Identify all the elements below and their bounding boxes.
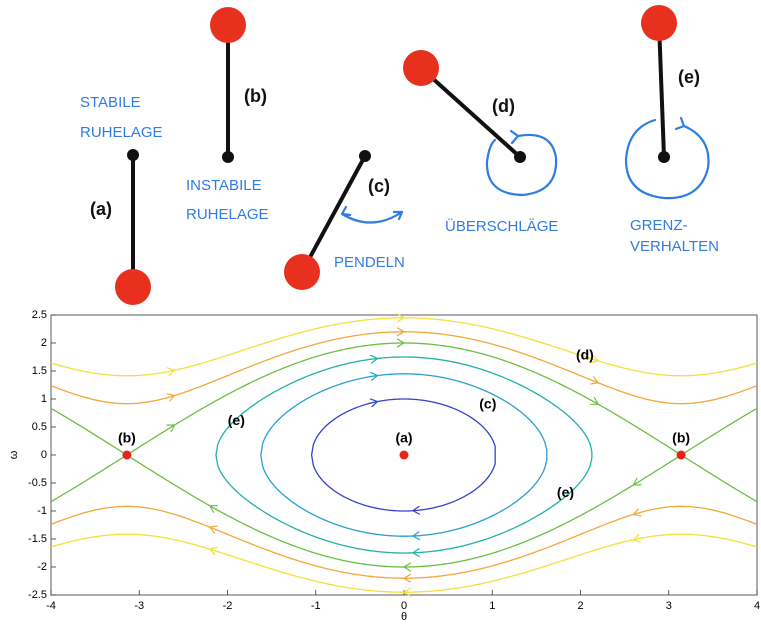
annotation: (e) bbox=[557, 484, 574, 500]
x-tick-label: 1 bbox=[489, 600, 495, 612]
y-tick-label: -1 bbox=[37, 505, 47, 517]
y-tick-label: 0.5 bbox=[32, 421, 47, 433]
y-tick-label: 1.5 bbox=[32, 365, 47, 377]
equilibrium-label: (b) bbox=[118, 430, 136, 446]
pendulum-diagram: (a) STABILE RUHELAGE (b) INSTABILE RUHEL… bbox=[80, 5, 719, 305]
label: (c) bbox=[368, 176, 390, 196]
y-axis-label: ω bbox=[8, 450, 20, 459]
caption: INSTABILE bbox=[186, 177, 262, 194]
pivot bbox=[514, 151, 526, 163]
x-tick-label: 2 bbox=[577, 600, 583, 612]
bob bbox=[284, 254, 320, 290]
equilibrium bbox=[400, 451, 409, 460]
label: (a) bbox=[90, 199, 112, 219]
y-tick-label: 0 bbox=[41, 449, 47, 461]
pivot bbox=[127, 149, 139, 161]
caption: STABILE bbox=[80, 94, 141, 111]
x-tick-label: 4 bbox=[754, 600, 760, 612]
caption: GRENZ- bbox=[630, 217, 688, 234]
bob bbox=[641, 5, 677, 41]
y-tick-label: -0.5 bbox=[28, 477, 47, 489]
bob bbox=[210, 7, 246, 43]
bob bbox=[115, 269, 151, 305]
y-tick-label: -1.5 bbox=[28, 533, 47, 545]
bob bbox=[403, 50, 439, 86]
equilibrium bbox=[122, 451, 131, 460]
swing-arrow bbox=[342, 207, 402, 223]
annotation: (e) bbox=[228, 412, 245, 428]
equilibrium-label: (a) bbox=[395, 430, 412, 446]
x-tick-label: 3 bbox=[666, 600, 672, 612]
x-axis-label: θ bbox=[401, 611, 407, 623]
rotation-arrow bbox=[487, 131, 556, 195]
equilibrium bbox=[677, 451, 686, 460]
x-tick-label: -1 bbox=[311, 600, 321, 612]
x-tick-label: -3 bbox=[134, 600, 144, 612]
orbit bbox=[51, 534, 757, 592]
rod bbox=[659, 23, 664, 157]
pivot bbox=[658, 151, 670, 163]
label: (b) bbox=[244, 86, 267, 106]
y-tick-label: -2.5 bbox=[28, 589, 47, 601]
caption: PENDELN bbox=[334, 254, 405, 271]
label: (d) bbox=[492, 96, 515, 116]
annotation: (d) bbox=[576, 347, 594, 363]
x-tick-label: -4 bbox=[46, 600, 56, 612]
caption: RUHELAGE bbox=[80, 124, 163, 141]
y-tick-label: 1 bbox=[41, 393, 47, 405]
pivot bbox=[222, 151, 234, 163]
figure: (a) STABILE RUHELAGE (b) INSTABILE RUHEL… bbox=[0, 0, 761, 625]
annotation: (c) bbox=[479, 395, 496, 411]
label: (e) bbox=[678, 67, 700, 87]
caption: VERHALTEN bbox=[630, 238, 719, 255]
y-tick-label: -2 bbox=[37, 561, 47, 573]
equilibrium-label: (b) bbox=[672, 430, 690, 446]
y-tick-label: 2 bbox=[41, 337, 47, 349]
caption: ÜBERSCHLÄGE bbox=[445, 217, 558, 235]
caption: RUHELAGE bbox=[186, 206, 269, 223]
orbit bbox=[51, 318, 757, 376]
pivot bbox=[359, 150, 371, 162]
y-tick-label: 2.5 bbox=[32, 309, 47, 321]
x-tick-label: -2 bbox=[223, 600, 233, 612]
